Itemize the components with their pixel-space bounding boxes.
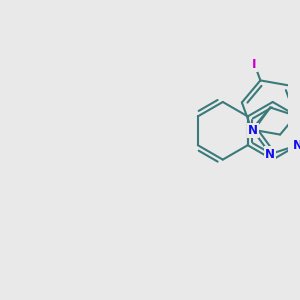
Text: I: I	[252, 58, 257, 71]
Text: N: N	[265, 148, 275, 160]
Text: N: N	[292, 139, 300, 152]
Text: N: N	[248, 124, 258, 137]
